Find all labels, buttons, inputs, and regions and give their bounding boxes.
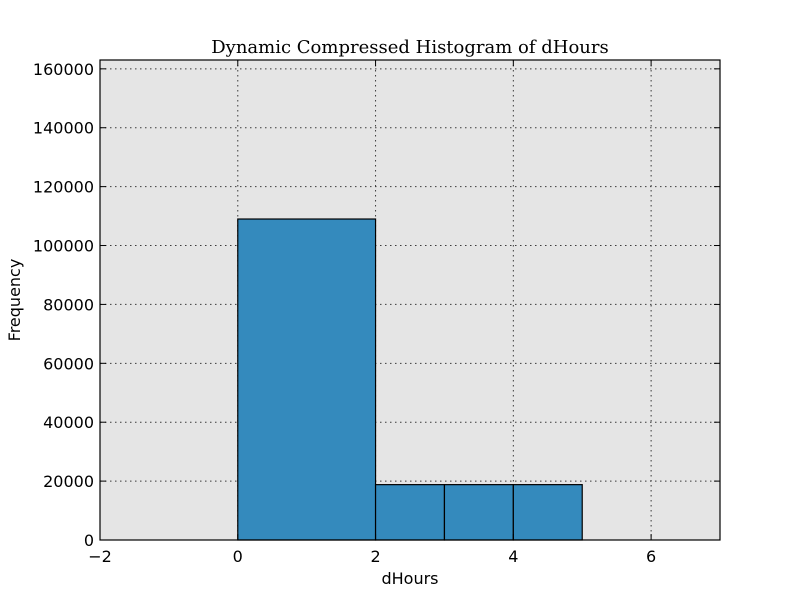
histogram-bars (237, 218, 583, 541)
histogram-bar (237, 218, 377, 541)
y-tick-label: 100000 (33, 237, 94, 256)
axis-ticks (99, 60, 720, 541)
y-axis-label: Frequency (5, 259, 24, 342)
y-tick-labels: 0 20000 40000 60000 80000 100000 120000 140000 1… (33, 60, 94, 550)
y-tick-label: 60000 (43, 354, 94, 373)
x-tick-label: −2 (88, 547, 112, 566)
x-tick-label: 4 (508, 547, 518, 566)
plot-background (100, 60, 720, 540)
plot-frame (99, 59, 721, 541)
chart-title: Dynamic Compressed Histogram of dHours (211, 37, 609, 58)
histogram-bar (374, 484, 446, 541)
x-axis-label: dHours (381, 569, 438, 588)
x-tick-label: 0 (233, 547, 243, 566)
y-tick-label: 140000 (33, 119, 94, 138)
y-tick-label: 20000 (43, 472, 94, 491)
grid-lines (100, 60, 720, 540)
y-tick-label: 80000 (43, 295, 94, 314)
y-tick-label: 160000 (33, 60, 94, 79)
x-tick-label: 6 (646, 547, 656, 566)
x-tick-labels: −2 0 2 4 6 (88, 547, 656, 566)
x-tick-label: 2 (370, 547, 380, 566)
y-tick-label: 0 (84, 531, 94, 550)
y-tick-label: 40000 (43, 413, 94, 432)
histogram-bar (512, 484, 583, 541)
histogram-bar (443, 484, 514, 541)
y-tick-label: 120000 (33, 178, 94, 197)
